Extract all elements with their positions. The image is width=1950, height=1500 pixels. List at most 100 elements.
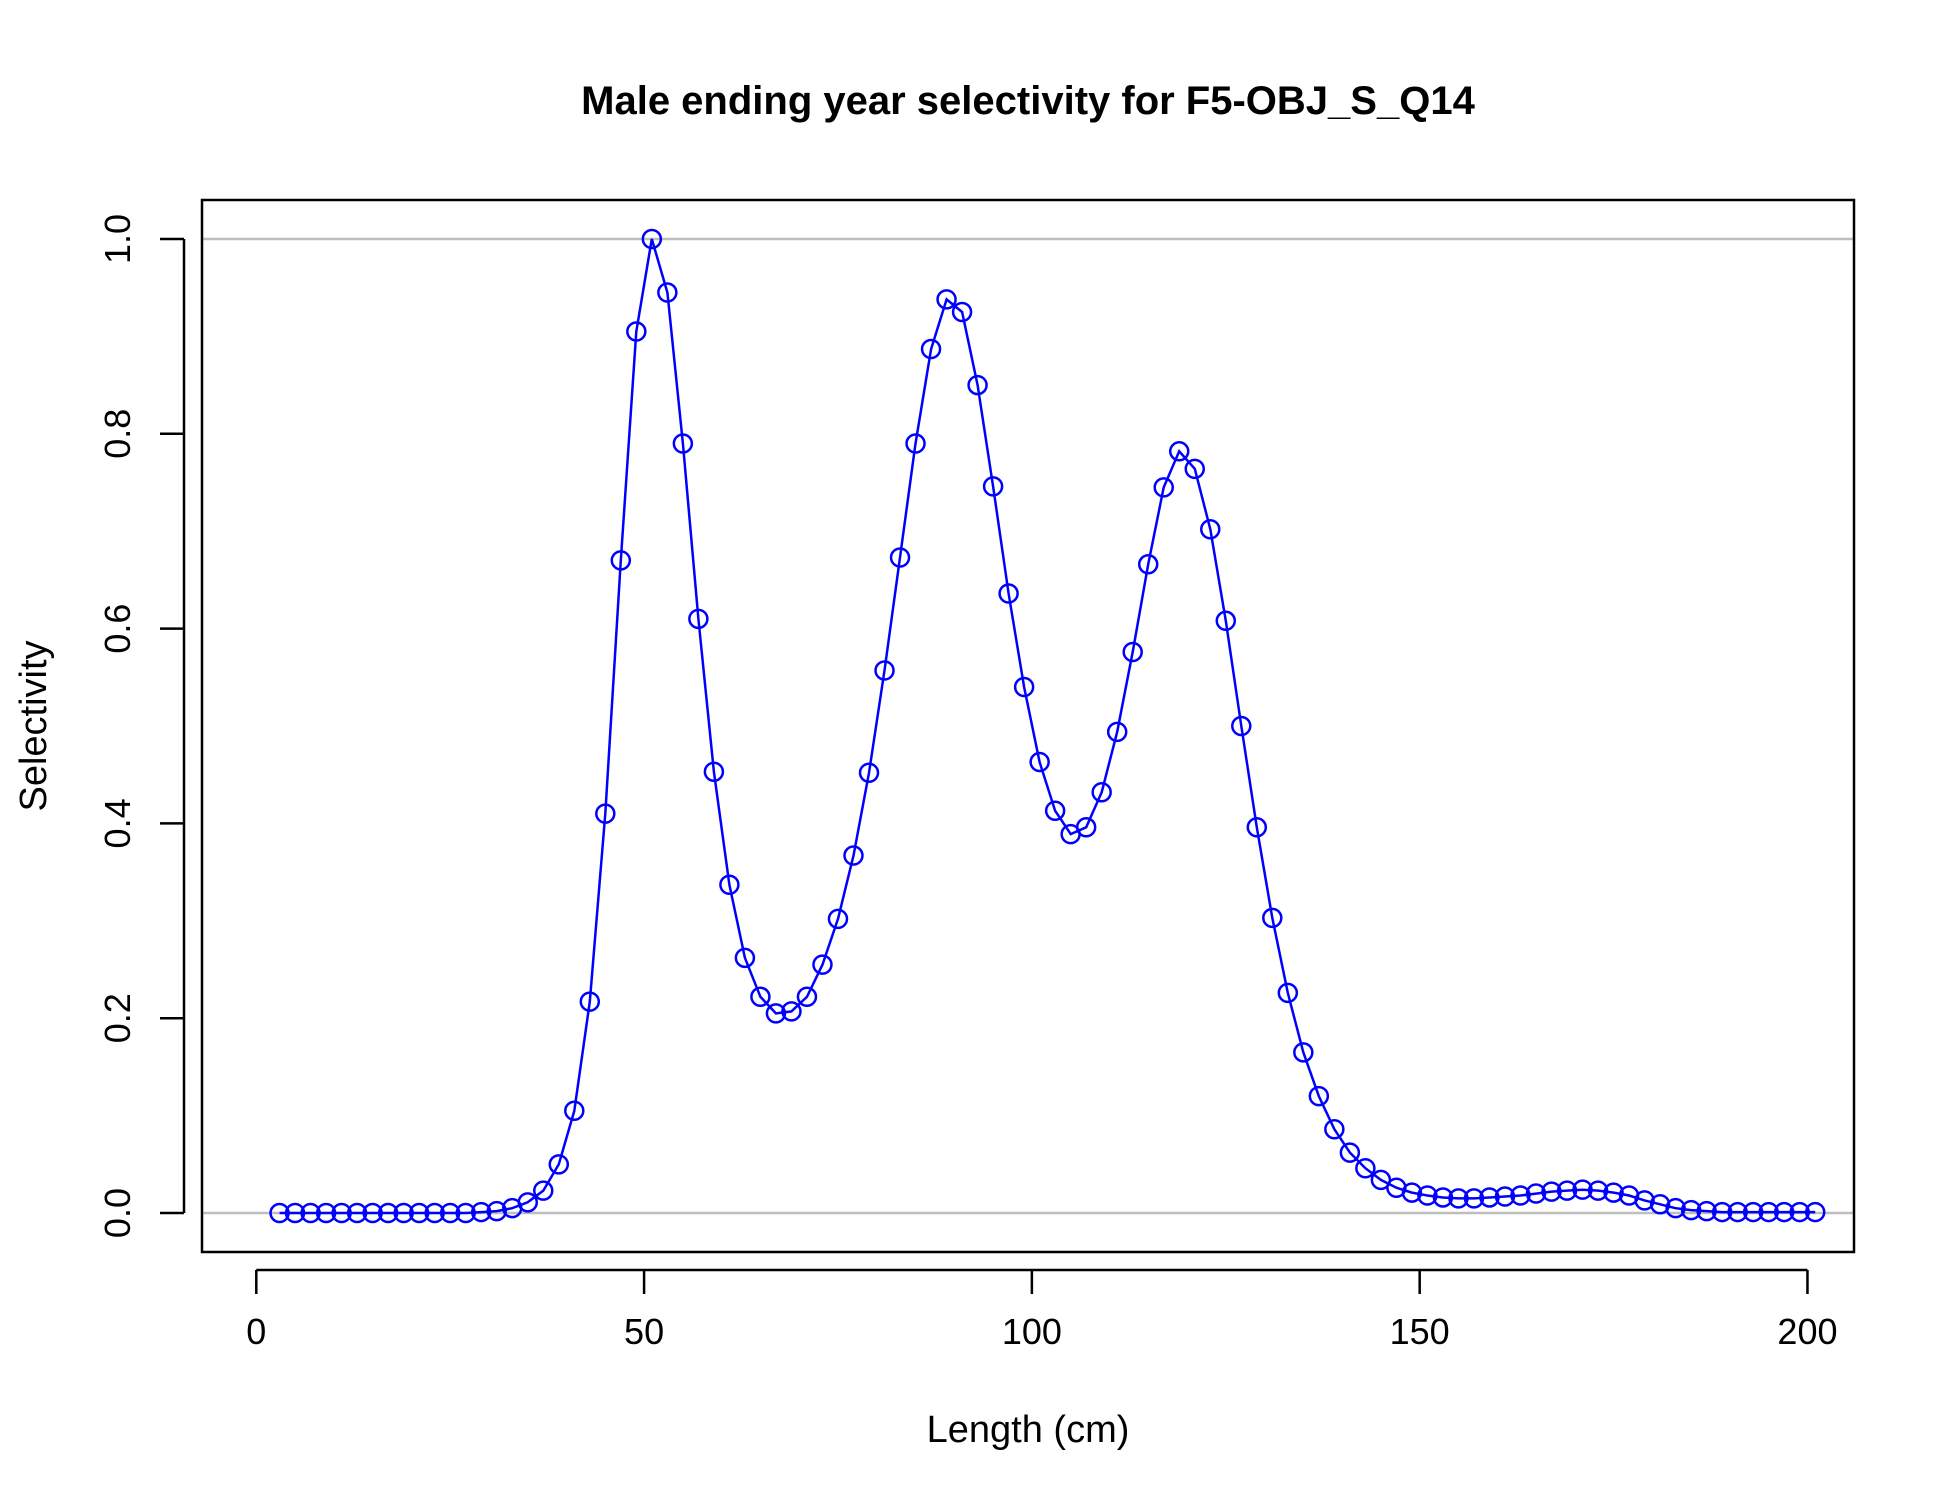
y-axis-label: Selectivity	[13, 640, 55, 811]
data-point	[1122, 641, 1143, 663]
data-point	[1510, 1185, 1531, 1206]
data-point	[300, 1202, 321, 1224]
data-point	[765, 1003, 787, 1024]
data-point	[858, 762, 880, 784]
data-point	[533, 1180, 554, 1201]
data-point	[1029, 751, 1050, 773]
data-point	[719, 874, 740, 896]
data-point	[672, 433, 694, 454]
data-point	[1417, 1185, 1438, 1206]
data-point	[331, 1202, 352, 1224]
data-point	[1262, 907, 1283, 929]
x-tick-label: 150	[1390, 1311, 1450, 1352]
data-point	[1013, 676, 1035, 698]
data-point	[1727, 1201, 1748, 1223]
y-tick-label: 0.0	[97, 1188, 138, 1238]
x-tick-label: 0	[246, 1311, 266, 1352]
data-point	[874, 660, 895, 681]
data-point	[1246, 817, 1268, 838]
data-point	[688, 608, 709, 630]
data-point	[1525, 1183, 1547, 1204]
data-point	[905, 433, 926, 454]
data-point	[610, 550, 632, 571]
data-point	[843, 845, 864, 866]
data-point	[1556, 1180, 1578, 1201]
data-point	[486, 1200, 507, 1222]
data-point	[408, 1202, 430, 1224]
data-point	[1075, 817, 1097, 838]
data-point	[1804, 1201, 1826, 1223]
data-point	[1324, 1119, 1345, 1140]
data-point	[1231, 715, 1252, 737]
data-point	[936, 289, 957, 310]
data-point	[455, 1202, 476, 1224]
data-point	[703, 761, 725, 783]
y-tick-label: 0.2	[97, 993, 138, 1043]
data-point	[1137, 554, 1159, 575]
data-point	[967, 374, 988, 396]
data-point	[1091, 781, 1112, 803]
y-tick-label: 0.8	[97, 409, 138, 459]
data-point	[920, 338, 942, 360]
data-point	[657, 282, 678, 303]
data-point	[951, 301, 973, 323]
data-point	[1277, 982, 1299, 1004]
data-point	[1293, 1042, 1314, 1063]
data-point	[362, 1202, 383, 1224]
data-point	[1479, 1187, 1500, 1208]
data-point	[626, 321, 647, 342]
data-point	[1168, 441, 1190, 462]
data-point	[1463, 1188, 1485, 1209]
series-line	[279, 238, 1816, 1215]
x-axis: 0 50 100 150 200	[246, 1268, 1838, 1352]
data-point	[1711, 1201, 1733, 1223]
y-tick-label: 0.6	[97, 604, 138, 654]
data-point	[1401, 1182, 1423, 1203]
data-point	[1634, 1190, 1655, 1211]
data-point	[1572, 1179, 1593, 1200]
series-line-layer	[279, 238, 1816, 1215]
data-point	[1696, 1200, 1717, 1222]
data-point	[827, 908, 849, 930]
data-point	[1153, 477, 1174, 498]
data-point	[517, 1192, 538, 1213]
data-point	[1758, 1201, 1779, 1223]
data-point	[1587, 1180, 1609, 1201]
data-point	[1106, 721, 1128, 743]
data-point	[1603, 1182, 1624, 1203]
data-point	[1448, 1188, 1469, 1209]
data-point	[1184, 458, 1206, 480]
data-point	[1494, 1186, 1516, 1207]
chart-title: Male ending year selectivity for F5-OBJ_…	[581, 79, 1475, 123]
data-point	[1432, 1187, 1454, 1208]
data-point	[269, 1202, 290, 1224]
data-point	[1680, 1199, 1702, 1221]
data-point	[1355, 1157, 1376, 1179]
data-point	[564, 1100, 585, 1122]
data-point	[1789, 1201, 1810, 1223]
y-tick-label: 0.4	[97, 798, 138, 848]
x-tick-label: 200	[1777, 1311, 1837, 1352]
data-point	[781, 1001, 802, 1022]
x-tick-label: 50	[624, 1311, 664, 1352]
data-point	[424, 1202, 445, 1224]
data-point	[579, 991, 601, 1012]
data-point	[377, 1202, 399, 1224]
data-point	[284, 1202, 306, 1224]
data-point	[889, 547, 911, 568]
data-point	[734, 947, 756, 969]
x-axis-label: Length (cm)	[927, 1409, 1130, 1451]
data-points	[269, 228, 1826, 1224]
data-point	[1200, 518, 1221, 540]
data-point	[1742, 1201, 1764, 1223]
data-point	[641, 228, 663, 250]
data-point	[1339, 1142, 1361, 1163]
plot-frame	[200, 198, 1856, 1254]
data-point	[1541, 1181, 1562, 1202]
data-point	[982, 476, 1004, 497]
data-point	[1308, 1085, 1330, 1107]
y-tick-label: 1.0	[97, 214, 138, 264]
data-point	[1215, 610, 1237, 632]
data-point	[1665, 1197, 1686, 1219]
x-tick-label: 100	[1002, 1311, 1062, 1352]
